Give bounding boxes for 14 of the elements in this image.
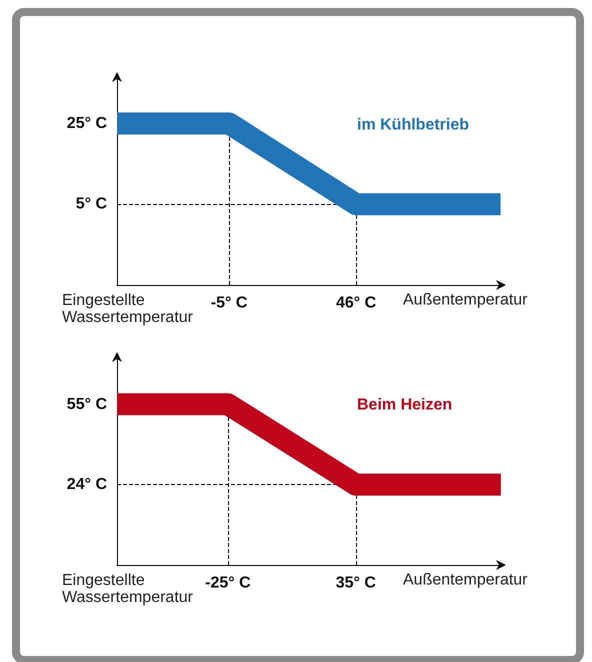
y-axis-title: Eingestellte Wassertemperatur [62, 572, 194, 606]
x-axis-title: Außentemperatur [403, 572, 528, 588]
y-tick-label: 24° C [66, 476, 108, 494]
x-tick-label: 46° C [336, 294, 377, 312]
y-tick-label: 5° C [76, 196, 108, 213]
x-tick-label: 35° C [336, 574, 376, 592]
x-tick-label: -5° C [210, 294, 248, 312]
text: Beim Heizen [357, 396, 452, 414]
y-tick-label: 25° C [66, 114, 108, 132]
x-tick-label: -25° C [205, 574, 252, 592]
y-tick-label: 55° C [66, 396, 108, 413]
text: im Kühlbetrieb [357, 116, 470, 134]
y-axis-title: Eingestellte Wassertemperatur [62, 292, 194, 326]
x-axis-title: Außentemperatur [403, 292, 528, 308]
